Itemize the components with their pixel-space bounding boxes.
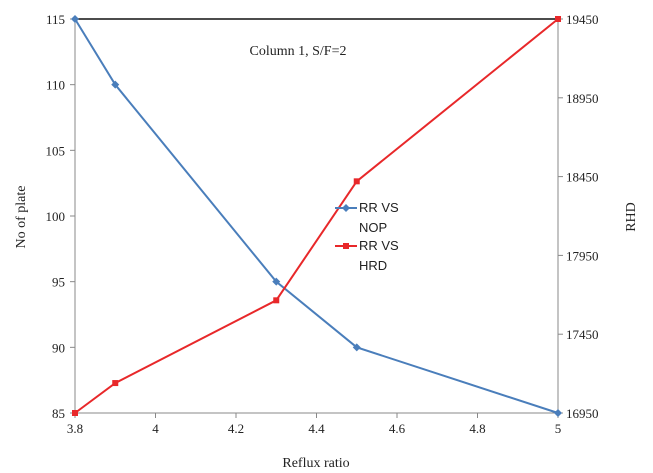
left-y-axis-label: No of plate [14,186,29,249]
right-y-tick-label: 18950 [566,91,599,106]
left-y-tick-label: 105 [46,143,66,158]
series-layer [71,15,562,417]
series-1-point [352,343,361,352]
legend-label: RR VS [359,200,399,215]
x-tick-label: 3.8 [67,421,83,436]
series-1-point [111,80,120,89]
legend: RR VS NOP RR VS HRD [335,200,399,273]
series-2-point [72,410,78,416]
right-y-tick-label: 19450 [566,12,599,27]
x-tick-label: 4.2 [228,421,244,436]
series-2 [72,16,561,416]
legend-label: HRD [359,258,387,273]
left-y-tick-label: 95 [52,275,65,290]
legend-item-2: RR VS HRD [335,238,399,273]
legend-swatch-marker [343,243,349,249]
series-1-point [71,15,79,23]
legend-item-1: RR VS NOP [335,200,399,235]
legend-label: NOP [359,220,387,235]
series-2-point [555,16,561,22]
series-1-point [554,409,562,417]
x-tick-label: 5 [555,421,562,436]
x-tick-label: 4.6 [389,421,406,436]
left-y-tick-label: 115 [46,12,65,27]
right-y-tick-label: 18450 [566,170,599,185]
right-y-axis-label: RHD [624,202,639,232]
legend-swatch-marker [342,204,350,212]
left-y-tick-label: 90 [52,340,65,355]
right-y-tick-label: 17950 [566,248,599,263]
left-y-tick-label: 85 [52,406,65,421]
series-2-point [353,178,360,185]
right-y-tick-label: 17450 [566,327,599,342]
series-1 [71,15,562,417]
left-y-tick-label: 100 [46,209,66,224]
x-axis-ticks: 3.8 4 4.2 4.4 4.6 4.8 5 [67,413,561,436]
x-tick-label: 4.8 [469,421,485,436]
legend-label: RR VS [359,238,399,253]
series-2-line [74,18,559,414]
right-y-axis-ticks: 16950 17450 17950 18450 18950 19450 [558,12,599,421]
x-axis-label: Reflux ratio [282,456,349,471]
x-tick-label: 4.4 [308,421,325,436]
x-tick-label: 4 [152,421,159,436]
series-1-point [272,277,281,286]
series-2-point [273,297,280,304]
right-y-tick-label: 16950 [566,406,599,421]
left-y-axis-ticks: 85 90 95 100 105 110 115 [46,12,75,421]
chart-annotation: Column 1, S/F=2 [250,44,347,59]
left-y-tick-label: 110 [46,78,65,93]
series-2-point [112,380,119,387]
